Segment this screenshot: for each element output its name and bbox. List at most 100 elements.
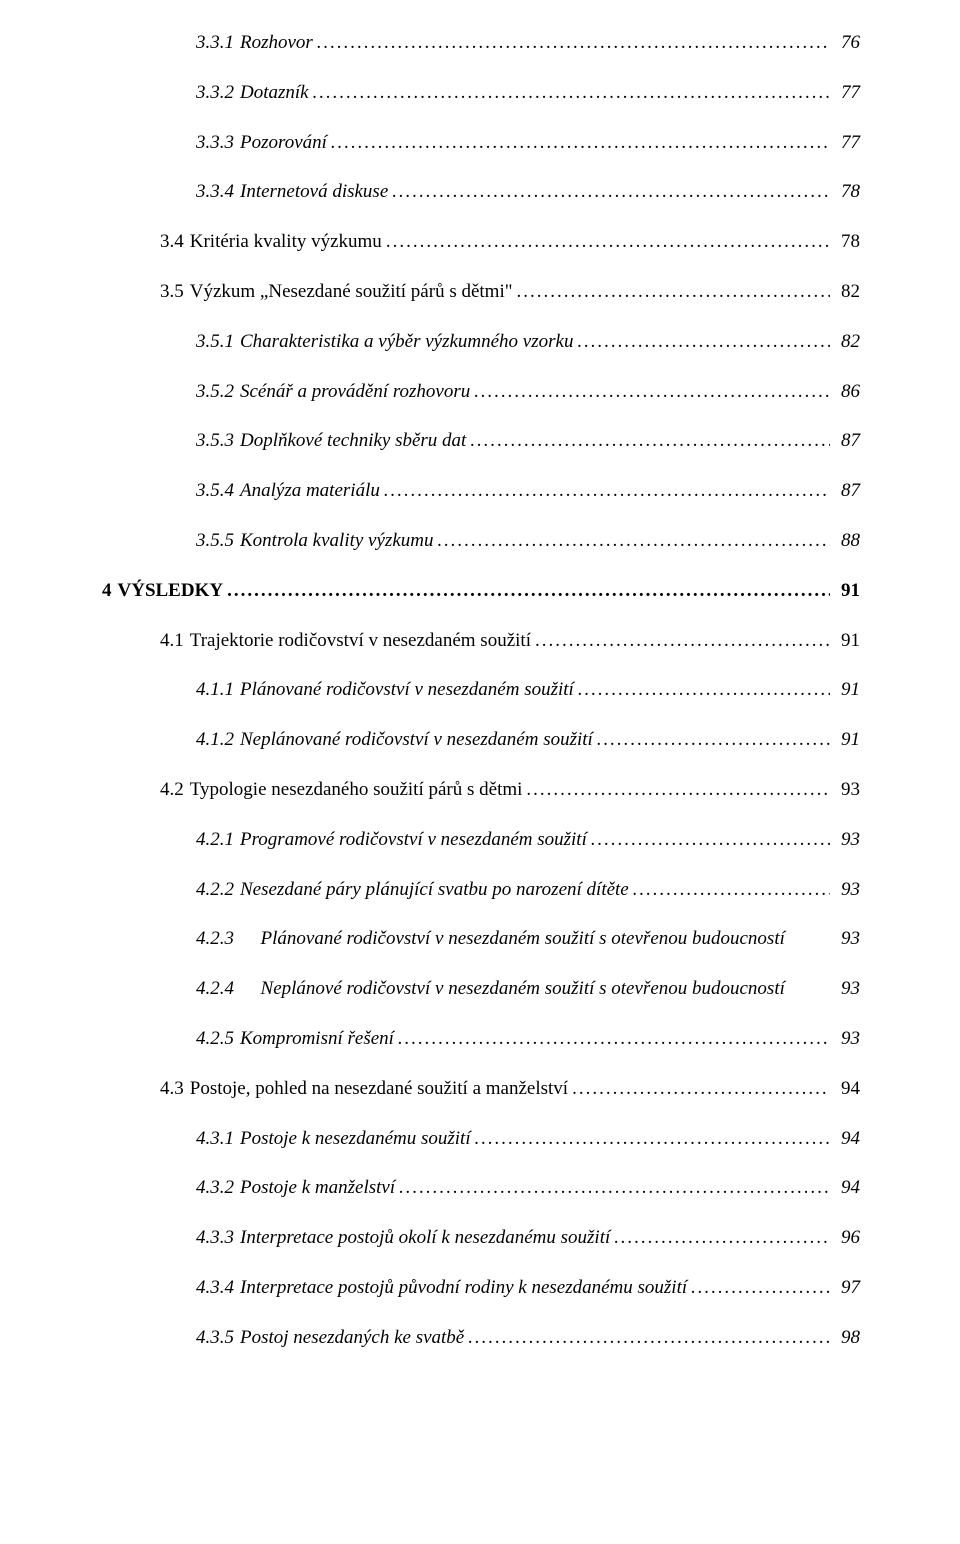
- toc-leader-dots: [392, 181, 830, 204]
- toc-entry: 4.2.4 Neplánové rodičovství v nesezdaném …: [130, 978, 860, 1001]
- table-of-contents: 3.3.1Rozhovor763.3.2Dotazník773.3.3Pozor…: [130, 32, 860, 1350]
- toc-entry-number: 4.2.1: [196, 829, 234, 852]
- toc-entry-number: 3.5.1: [196, 331, 234, 354]
- toc-entry-page: 91: [834, 630, 860, 653]
- toc-entry: 3.3.1 Rozhovor 76: [130, 32, 860, 55]
- toc-entry: 4.3.2 Postoje k manželství 94: [130, 1177, 860, 1200]
- toc-entry-page: 78: [834, 181, 860, 204]
- toc-leader-dots: [470, 430, 830, 453]
- toc-entry-title: Trajektorie rodičovství v nesezdaném sou…: [190, 630, 531, 653]
- toc-entry-page: 94: [834, 1177, 860, 1200]
- toc-entry: 3.5Výzkum „Nesezdané soužití párů s dětm…: [130, 281, 860, 304]
- toc-entry-title: Plánované rodičovství v nesezdaném souži…: [240, 679, 574, 702]
- toc-entry-number: 3.3.1: [196, 32, 234, 55]
- toc-entry-title: Interpretace postojů okolí k nesezdanému…: [240, 1227, 610, 1250]
- toc-entry-title: Analýza materiálu: [240, 480, 380, 503]
- toc-entry: 4.2.2 Nesezdané páry plánující svatbu po …: [130, 879, 860, 902]
- toc-entry-number: 4.3.4: [196, 1277, 234, 1300]
- toc-entry-page: 93: [834, 1028, 860, 1051]
- toc-leader-dots: [398, 1028, 830, 1051]
- toc-leader-dots: [577, 331, 830, 354]
- toc-entry-title: Interpretace postojů původní rodiny k ne…: [240, 1277, 687, 1300]
- toc-entry-number: 3.5.2: [196, 381, 234, 404]
- toc-entry: 4.2.1 Programové rodičovství v nesezdaném…: [130, 829, 860, 852]
- toc-entry-number: 4.1: [160, 630, 184, 653]
- toc-entry-page: 94: [834, 1128, 860, 1151]
- toc-entry-number: 4: [102, 580, 112, 603]
- toc-entry-number: 4.1.1: [196, 679, 234, 702]
- toc-entry: 3.5.1 Charakteristika a výběr výzkumného …: [130, 331, 860, 354]
- toc-entry-number: 4.2.5: [196, 1028, 234, 1051]
- toc-entry-page: 93: [834, 978, 860, 1001]
- toc-leader-dots: [535, 630, 830, 653]
- toc-entry-number: 4.3.3: [196, 1227, 234, 1250]
- toc-entry-title: Postoje k manželství: [240, 1177, 395, 1200]
- toc-leader-dots: [437, 530, 830, 553]
- toc-entry-number: 3.5.4: [196, 480, 234, 503]
- toc-leader-dots: [475, 1128, 830, 1151]
- toc-entry: 4.3.5 Postoj nesezdaných ke svatbě 98: [130, 1327, 860, 1350]
- toc-leader-dots: [384, 480, 830, 503]
- toc-entry-page: 97: [834, 1277, 860, 1300]
- toc-entry-number: 4.2.2: [196, 879, 234, 902]
- toc-entry-number: 4.3.2: [196, 1177, 234, 1200]
- toc-entry-number: 3.5: [160, 281, 184, 304]
- toc-entry-title: Postoj nesezdaných ke svatbě: [240, 1327, 464, 1350]
- toc-entry-title: Postoje k nesezdanému soužití: [240, 1128, 471, 1151]
- toc-entry-page: 91: [834, 679, 860, 702]
- toc-entry-page: 77: [834, 132, 860, 155]
- toc-entry-page: 77: [834, 82, 860, 105]
- toc-entry-number: 3.3.2: [196, 82, 234, 105]
- toc-leader-dots: [474, 381, 830, 404]
- toc-entry-number: 4.1.2: [196, 729, 234, 752]
- toc-entry-page: 88: [834, 530, 860, 553]
- toc-entry-page: 98: [834, 1327, 860, 1350]
- toc-entry-page: 91: [834, 580, 860, 603]
- toc-entry-number: 4.2.4: [196, 978, 234, 1001]
- toc-entry-page: 76: [834, 32, 860, 55]
- toc-entry: 4.1.1 Plánované rodičovství v nesezdaném …: [130, 679, 860, 702]
- toc-entry-page: 93: [834, 829, 860, 852]
- toc-entry-number: 3.5.3: [196, 430, 234, 453]
- toc-leader-dots: [597, 729, 830, 752]
- toc-entry-title: Kompromisní řešení: [240, 1028, 394, 1051]
- toc-entry-title: Neplánové rodičovství v nesezdaném souži…: [261, 978, 785, 1001]
- toc-entry-title: Programové rodičovství v nesezdaném souž…: [240, 829, 587, 852]
- toc-leader-dots: [526, 779, 830, 802]
- toc-entry-number: 3.3.3: [196, 132, 234, 155]
- toc-entry: 3.3.4Internetová diskuse78: [130, 181, 860, 204]
- toc-entry-page: 93: [834, 928, 860, 951]
- toc-entry-title: Charakteristika a výběr výzkumného vzork…: [240, 331, 573, 354]
- toc-entry-page: 91: [834, 729, 860, 752]
- toc-entry-page: 94: [834, 1078, 860, 1101]
- toc-leader-dots: [399, 1177, 830, 1200]
- toc-entry-page: 86: [834, 381, 860, 404]
- toc-entry: 4.2 Typologie nesezdaného soužití párů s …: [130, 779, 860, 802]
- toc-entry-title: Typologie nesezdaného soužití párů s dět…: [190, 779, 523, 802]
- toc-entry-number: 4.2: [160, 779, 184, 802]
- toc-entry: 4.2.3 Plánované rodičovství v nesezdaném …: [130, 928, 860, 951]
- toc-leader-dots: [331, 132, 830, 155]
- toc-entry-title: Kontrola kvality výzkumu: [240, 530, 433, 553]
- toc-entry-title: VÝSLEDKY: [118, 580, 224, 603]
- toc-entry: 4.1 Trajektorie rodičovství v nesezdaném …: [130, 630, 860, 653]
- toc-entry: 3.4Kritéria kvality výzkumu78: [130, 231, 860, 254]
- toc-leader-dots: [633, 879, 830, 902]
- toc-entry-number: 4.3.5: [196, 1327, 234, 1350]
- toc-entry-number: 4.2.3: [196, 928, 234, 951]
- toc-entry-page: 82: [834, 281, 860, 304]
- toc-entry: 3.5.3Doplňkové techniky sběru dat87: [130, 430, 860, 453]
- toc-entry-title: Rozhovor: [240, 32, 313, 55]
- toc-entry-title: Nesezdané páry plánující svatbu po naroz…: [240, 879, 629, 902]
- toc-entry: 3.5.5Kontrola kvality výzkumu88: [130, 530, 860, 553]
- toc-entry: 3.3.3 Pozorování 77: [130, 132, 860, 155]
- toc-entry: 4.3.4 Interpretace postojů původní rodiny…: [130, 1277, 860, 1300]
- toc-entry-number: 4.3: [160, 1078, 184, 1101]
- toc-entry: 4.3Postoje, pohled na nesezdané soužití …: [130, 1078, 860, 1101]
- toc-leader-dots: [691, 1277, 830, 1300]
- toc-entry-title: Plánované rodičovství v nesezdaném souži…: [261, 928, 785, 951]
- toc-entry-page: 93: [834, 879, 860, 902]
- toc-entry-title: Pozorování: [240, 132, 327, 155]
- toc-entry: 3.5.4Analýza materiálu87: [130, 480, 860, 503]
- toc-leader-dots: [572, 1078, 830, 1101]
